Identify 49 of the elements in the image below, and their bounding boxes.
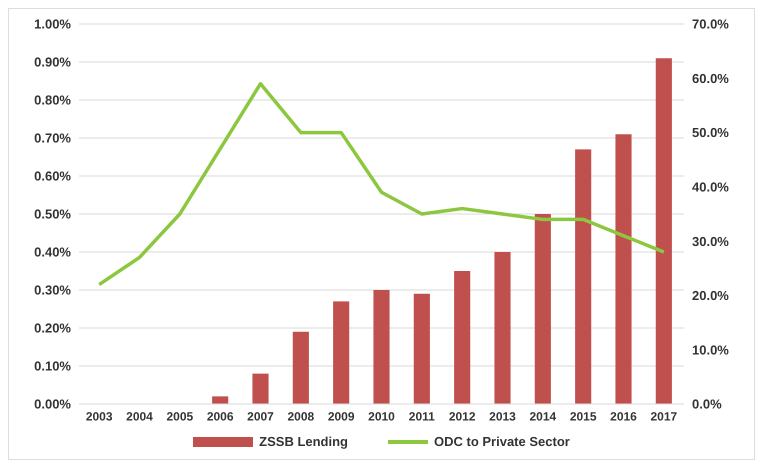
y-tick-label: 1.00% — [34, 16, 72, 32]
x-tick-label: 2008 — [287, 410, 315, 424]
y2-tick-label: 0.0% — [692, 396, 722, 412]
y2-tick-label: 20.0% — [692, 288, 730, 304]
x-tick-label: 2015 — [570, 410, 597, 424]
x-tick-label: 2013 — [489, 410, 516, 424]
y2-tick-label: 40.0% — [692, 179, 730, 194]
line-series — [97, 82, 666, 286]
bar — [333, 301, 350, 404]
x-tick-label: 2003 — [86, 410, 113, 424]
bar — [656, 58, 672, 404]
x-tick-label: 2006 — [206, 410, 234, 424]
legend-label: ODC to Private Sector — [434, 434, 570, 449]
y2-tick-label: 50.0% — [692, 125, 730, 140]
y-tick-label: 0.70% — [34, 130, 72, 146]
y2-tick-label: 60.0% — [692, 70, 730, 86]
bar — [575, 149, 592, 404]
y-tick-label: 0.50% — [34, 206, 72, 222]
bar — [292, 332, 309, 404]
y-tick-label: 0.40% — [34, 244, 72, 260]
bar — [252, 374, 269, 404]
y2-tick-label: 30.0% — [692, 234, 730, 249]
bar — [373, 290, 390, 404]
bar — [414, 294, 430, 404]
y-tick-label: 0.90% — [34, 54, 72, 70]
x-tick-label: 2017 — [650, 410, 678, 424]
bar — [615, 134, 632, 404]
y-tick-label: 0.30% — [34, 282, 72, 298]
legend-label: ZSSB Lending — [259, 434, 348, 449]
y2-tick-label: 70.0% — [692, 16, 730, 32]
y-tick-label: 0.80% — [34, 92, 72, 108]
x-tick-label: 2007 — [247, 410, 274, 424]
x-tick-label: 2016 — [610, 410, 638, 424]
y2-tick-label: 10.0% — [692, 342, 730, 358]
bar — [212, 396, 228, 404]
y-tick-label: 0.10% — [34, 358, 72, 374]
x-tick-label: 2005 — [166, 410, 194, 424]
x-tick-label: 2010 — [368, 410, 396, 424]
bar — [534, 214, 551, 404]
bar — [494, 252, 511, 404]
x-tick-label: 2009 — [328, 410, 355, 424]
x-tick-label: 2004 — [126, 410, 154, 424]
y-tick-label: 0.00% — [34, 396, 72, 412]
bar — [454, 271, 470, 404]
y-tick-label: 0.60% — [34, 168, 72, 184]
x-tick-label: 2012 — [448, 410, 476, 424]
x-tick-label: 2014 — [529, 410, 557, 424]
y-tick-label: 0.20% — [34, 320, 72, 336]
x-tick-label: 2011 — [408, 410, 436, 424]
